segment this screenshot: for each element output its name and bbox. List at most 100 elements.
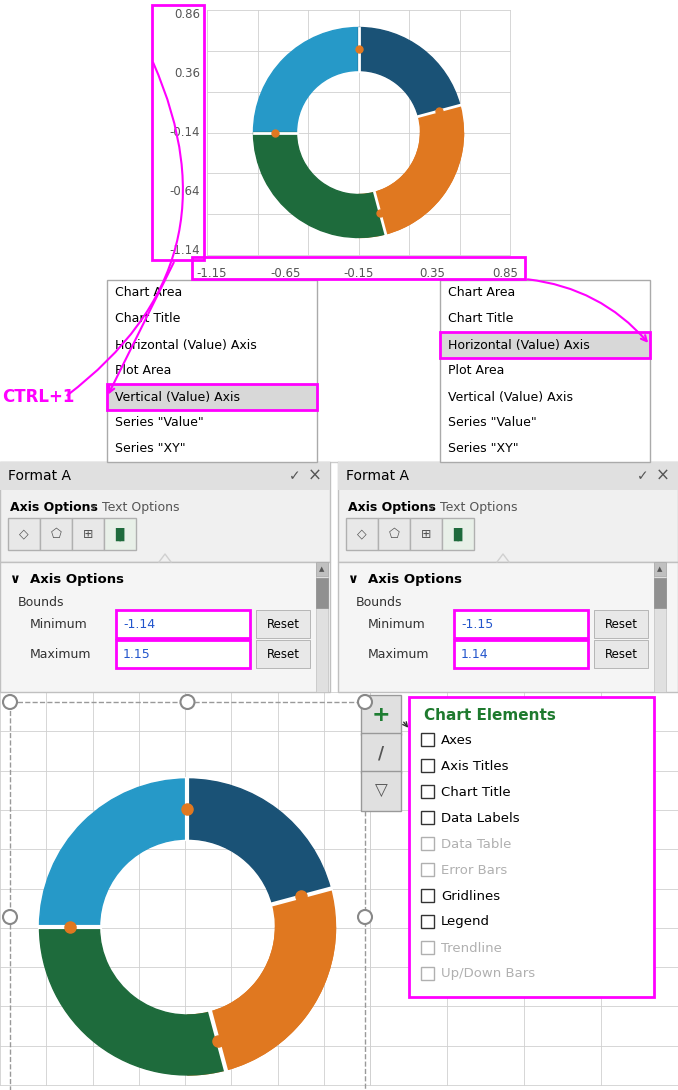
FancyBboxPatch shape <box>316 562 328 692</box>
FancyBboxPatch shape <box>378 518 410 550</box>
FancyBboxPatch shape <box>116 640 250 668</box>
Text: Legend: Legend <box>441 916 490 929</box>
Text: ◇: ◇ <box>357 528 367 541</box>
Text: Text Options: Text Options <box>440 500 517 513</box>
Text: Reset: Reset <box>266 618 300 630</box>
Text: Format A: Format A <box>346 469 409 483</box>
Text: Maximum: Maximum <box>30 647 92 661</box>
Text: ⊞: ⊞ <box>83 528 94 541</box>
Text: Trendline: Trendline <box>441 942 502 955</box>
Text: ∨: ∨ <box>428 502 435 512</box>
Text: ⊞: ⊞ <box>421 528 431 541</box>
Text: ⬠: ⬠ <box>388 528 399 541</box>
Text: Series "Value": Series "Value" <box>448 416 537 429</box>
Text: Reset: Reset <box>605 618 637 630</box>
Text: 1.14: 1.14 <box>461 647 489 661</box>
Text: 0.85: 0.85 <box>492 267 518 280</box>
Text: Reset: Reset <box>605 647 637 661</box>
Text: ▽: ▽ <box>375 782 387 800</box>
Wedge shape <box>188 888 336 1075</box>
FancyBboxPatch shape <box>654 562 666 692</box>
Text: Gridlines: Gridlines <box>441 889 500 903</box>
FancyBboxPatch shape <box>654 562 666 576</box>
FancyBboxPatch shape <box>594 640 648 668</box>
Circle shape <box>3 695 17 708</box>
Text: Vertical (Value) Axis: Vertical (Value) Axis <box>115 390 240 403</box>
Text: Data Table: Data Table <box>441 837 511 850</box>
Text: Text Options: Text Options <box>102 500 180 513</box>
FancyBboxPatch shape <box>594 610 648 638</box>
FancyBboxPatch shape <box>8 518 40 550</box>
Text: Chart Elements: Chart Elements <box>424 707 556 723</box>
FancyBboxPatch shape <box>116 610 250 638</box>
Text: Plot Area: Plot Area <box>448 364 504 377</box>
FancyBboxPatch shape <box>421 863 434 876</box>
FancyBboxPatch shape <box>454 610 588 638</box>
Text: Series "XY": Series "XY" <box>448 443 519 456</box>
Text: ×: × <box>308 467 322 485</box>
Text: ▲: ▲ <box>657 566 662 572</box>
FancyBboxPatch shape <box>256 640 310 668</box>
Text: Error Bars: Error Bars <box>441 863 507 876</box>
Text: Chart Area: Chart Area <box>448 287 515 300</box>
Text: ✓: ✓ <box>290 469 301 483</box>
Text: CTRL+1: CTRL+1 <box>2 388 75 405</box>
FancyBboxPatch shape <box>361 732 401 773</box>
FancyBboxPatch shape <box>338 462 678 490</box>
Wedge shape <box>39 926 226 1075</box>
FancyBboxPatch shape <box>421 941 434 954</box>
Text: ▐▌: ▐▌ <box>448 528 468 541</box>
Text: Bounds: Bounds <box>18 595 64 608</box>
FancyBboxPatch shape <box>107 280 317 462</box>
Text: Series "Value": Series "Value" <box>115 416 204 429</box>
FancyBboxPatch shape <box>409 697 654 997</box>
FancyBboxPatch shape <box>107 384 317 410</box>
Circle shape <box>358 910 372 924</box>
Text: ▲: ▲ <box>319 566 325 572</box>
Text: Minimum: Minimum <box>368 618 426 630</box>
FancyBboxPatch shape <box>421 967 434 980</box>
FancyBboxPatch shape <box>346 518 378 550</box>
Text: Chart Area: Chart Area <box>115 287 182 300</box>
Wedge shape <box>39 779 188 926</box>
Text: /: / <box>378 744 384 762</box>
Text: Axis Options: Axis Options <box>348 500 436 513</box>
Text: Chart Title: Chart Title <box>448 313 513 326</box>
Text: Chart Title: Chart Title <box>115 313 180 326</box>
FancyBboxPatch shape <box>654 578 666 608</box>
FancyBboxPatch shape <box>442 518 474 550</box>
FancyBboxPatch shape <box>421 785 434 798</box>
Text: Chart Title: Chart Title <box>441 786 511 799</box>
FancyBboxPatch shape <box>421 837 434 850</box>
Text: Data Labels: Data Labels <box>441 811 519 824</box>
FancyBboxPatch shape <box>40 518 72 550</box>
FancyBboxPatch shape <box>440 280 650 462</box>
FancyBboxPatch shape <box>421 759 434 772</box>
Text: Format A: Format A <box>8 469 71 483</box>
FancyBboxPatch shape <box>338 562 678 692</box>
FancyBboxPatch shape <box>72 518 104 550</box>
Text: +: + <box>372 705 391 725</box>
Text: -0.14: -0.14 <box>170 126 200 140</box>
Text: Horizontal (Value) Axis: Horizontal (Value) Axis <box>448 339 590 351</box>
Circle shape <box>180 695 195 708</box>
Text: -1.14: -1.14 <box>123 618 155 630</box>
FancyBboxPatch shape <box>421 732 434 746</box>
Wedge shape <box>188 779 330 905</box>
FancyBboxPatch shape <box>410 518 442 550</box>
Text: Horizontal (Value) Axis: Horizontal (Value) Axis <box>115 339 257 351</box>
FancyBboxPatch shape <box>440 332 650 358</box>
FancyBboxPatch shape <box>316 562 328 576</box>
FancyBboxPatch shape <box>0 462 330 562</box>
Wedge shape <box>210 926 336 1070</box>
FancyBboxPatch shape <box>0 462 330 490</box>
Text: Axis Titles: Axis Titles <box>441 760 508 773</box>
Text: -1.15: -1.15 <box>461 618 494 630</box>
Text: ⬠: ⬠ <box>51 528 62 541</box>
Text: 0.86: 0.86 <box>174 9 200 22</box>
Text: Maximum: Maximum <box>368 647 429 661</box>
Text: -0.15: -0.15 <box>343 267 374 280</box>
Text: -1.14: -1.14 <box>170 243 200 256</box>
Text: Reset: Reset <box>266 647 300 661</box>
FancyBboxPatch shape <box>338 462 678 562</box>
